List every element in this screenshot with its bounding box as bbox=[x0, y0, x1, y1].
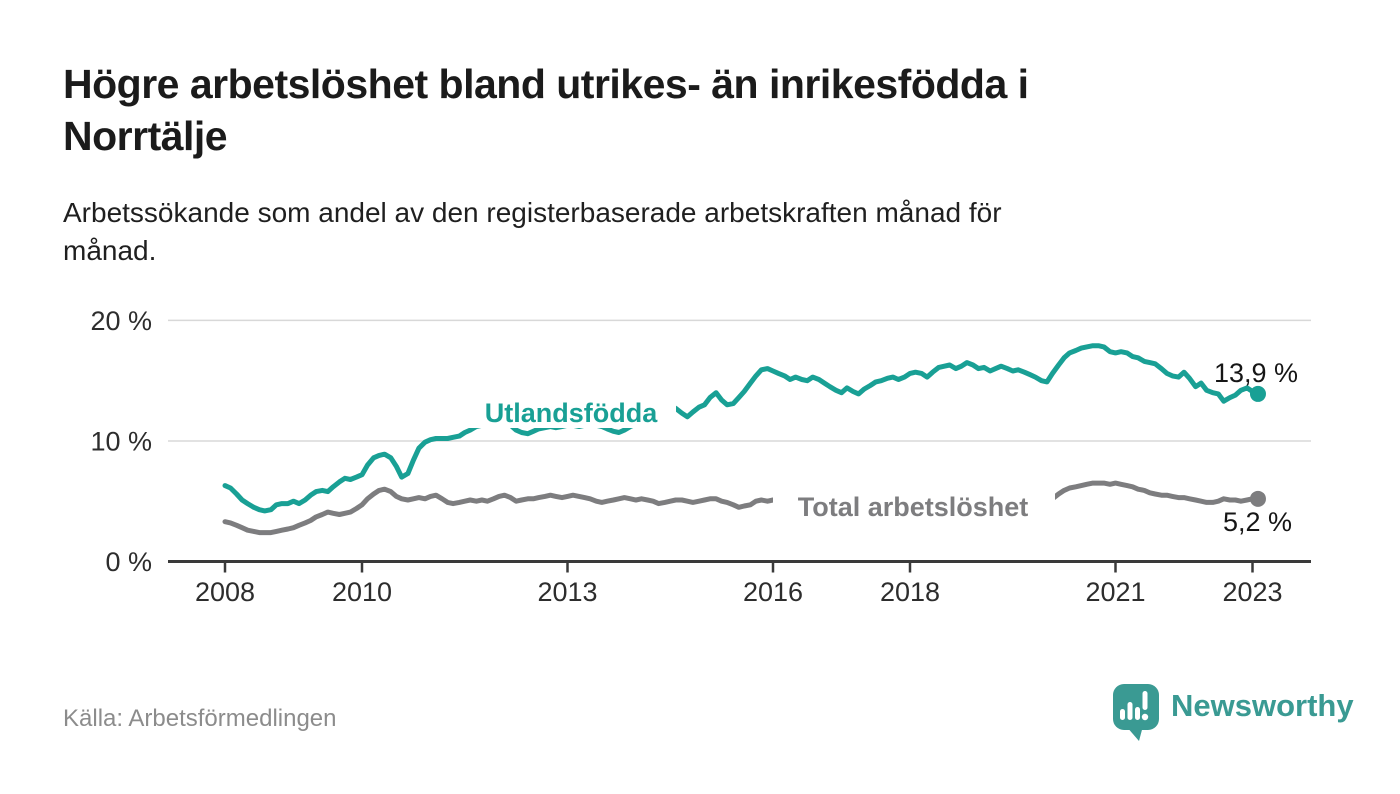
logo-bubble-tail bbox=[1126, 726, 1143, 741]
series-label-plate bbox=[773, 490, 1055, 522]
title-line-2: Norrtälje bbox=[63, 113, 228, 159]
logo-bar-3 bbox=[1135, 707, 1140, 720]
series-label: Total arbetslöshet bbox=[798, 492, 1029, 522]
x-tick-label: 2016 bbox=[743, 577, 803, 607]
y-tick-label: 0 % bbox=[105, 547, 152, 577]
logo-exclamation-dot bbox=[1141, 713, 1149, 721]
chart-subtitle: Arbetssökande som andel av den registerb… bbox=[63, 194, 1343, 270]
series-end-dot bbox=[1249, 385, 1266, 402]
series-end-value: 13,9 % bbox=[1214, 358, 1298, 388]
y-tick-label: 10 % bbox=[90, 426, 152, 456]
logo-bubble bbox=[1113, 684, 1159, 730]
logo-exclamation-bar bbox=[1142, 691, 1148, 710]
subtitle-line-1: Arbetssökande som andel av den registerb… bbox=[63, 197, 1002, 228]
series-end-dot bbox=[1249, 490, 1266, 507]
x-tick-label: 2010 bbox=[332, 577, 392, 607]
logo-bar-2 bbox=[1127, 702, 1133, 720]
logo-bar-1 bbox=[1120, 709, 1125, 720]
x-tick-label: 2023 bbox=[1222, 577, 1282, 607]
brand-wordmark: Newsworthy bbox=[1171, 688, 1354, 723]
title-line-1: Högre arbetslöshet bland utrikes- än inr… bbox=[63, 61, 1029, 107]
newsworthy-logo-icon bbox=[1113, 684, 1159, 741]
source-label: Källa: Arbetsförmedlingen bbox=[63, 705, 337, 732]
series-line-utlandsf-dda bbox=[222, 343, 1261, 514]
series-label-plate bbox=[466, 397, 676, 428]
x-tick-label: 2018 bbox=[880, 577, 940, 607]
x-tick-label: 2021 bbox=[1085, 577, 1145, 607]
series-label: Utlandsfödda bbox=[485, 398, 658, 428]
y-tick-label: 20 % bbox=[90, 306, 152, 336]
x-tick-label: 2008 bbox=[195, 577, 255, 607]
newsworthy-logo: Newsworthy bbox=[1112, 682, 1354, 744]
x-tick-label: 2013 bbox=[537, 577, 597, 607]
page-title: Högre arbetslöshet bland utrikes- än inr… bbox=[63, 58, 1343, 162]
subtitle-line-2: månad. bbox=[63, 235, 157, 266]
series-end-value: 5,2 % bbox=[1223, 507, 1292, 537]
series-line-total-arbetsl-shet bbox=[222, 480, 1261, 536]
